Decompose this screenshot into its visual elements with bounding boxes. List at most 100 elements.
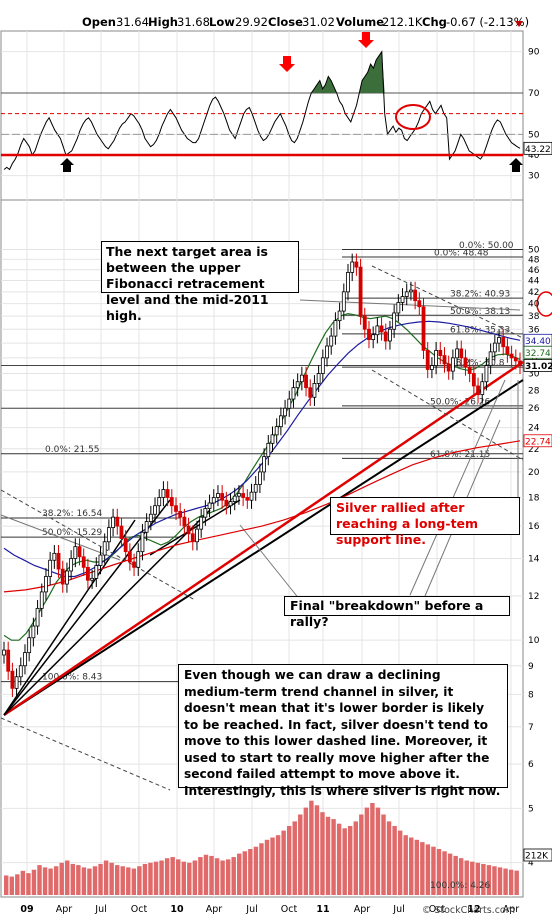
volume-bar <box>120 866 125 895</box>
volume-bar <box>314 805 320 895</box>
candle-body <box>463 357 468 368</box>
bottom-dashed-line <box>0 717 171 791</box>
candle-body <box>333 320 338 337</box>
candle-body <box>392 312 397 330</box>
candle-body <box>31 625 36 639</box>
y-tick-label: 40 <box>528 300 540 310</box>
candle-body <box>509 353 514 359</box>
fib-level-label: 61.8%: 21.15 <box>430 450 490 460</box>
volume-bar <box>409 837 414 895</box>
volume-bar <box>503 868 508 895</box>
candle-body <box>295 381 300 389</box>
y-tick-label: 30 <box>528 370 540 380</box>
candle-body <box>421 306 426 351</box>
x-tick-label: Jul <box>245 904 257 915</box>
x-tick-label: Apr <box>56 904 73 915</box>
candle-body <box>56 552 61 570</box>
candle-body <box>115 516 120 527</box>
volume-bar <box>15 874 20 895</box>
candle-body <box>73 546 78 559</box>
volume-bar <box>220 860 225 895</box>
black-up-arrow-icon <box>60 158 74 172</box>
volume-bar <box>264 839 270 895</box>
candle-body <box>484 365 489 383</box>
candle-body <box>148 513 153 522</box>
candle-body <box>94 565 99 579</box>
candle-body <box>77 546 82 558</box>
volume-bar <box>214 858 220 895</box>
candle-body <box>488 351 493 366</box>
candle-body <box>241 493 246 498</box>
x-tick-label: Oct <box>429 904 446 915</box>
trend-line <box>3 509 211 716</box>
y-tick-label: 42 <box>528 288 539 298</box>
volume-bar <box>275 835 281 895</box>
y-tick-label: 9 <box>528 662 534 672</box>
rsi-tick-label: 30 <box>528 172 540 182</box>
candle-body <box>497 337 501 344</box>
volume-bar <box>403 835 408 895</box>
value-tag <box>523 141 552 155</box>
candle-body <box>287 398 292 409</box>
candle-body <box>467 366 472 374</box>
volume-bar <box>248 849 253 895</box>
volume-bar <box>486 865 492 895</box>
candle-body <box>232 495 237 502</box>
x-tick-label: 11 <box>316 904 329 915</box>
y-tick-label: 38 <box>528 312 540 322</box>
volume-bar <box>26 873 31 895</box>
candle-body <box>312 383 317 398</box>
value-tag-label: 22.74 <box>525 437 551 447</box>
volume-bar <box>348 826 353 895</box>
y-tick-label: 36 <box>528 325 540 335</box>
candle-body <box>320 357 325 374</box>
chg-label: Chg <box>422 15 447 29</box>
volume-bar <box>320 812 325 895</box>
candle-body <box>383 331 388 342</box>
volume-bar <box>103 860 109 895</box>
volume-bar <box>481 863 486 895</box>
candle-body <box>245 497 250 501</box>
volume-bar <box>98 863 103 895</box>
high-label: High <box>148 15 178 29</box>
trend-line <box>149 499 241 556</box>
candle-body <box>388 328 392 342</box>
candle-body <box>350 261 355 273</box>
candle-body <box>211 497 216 504</box>
volume-bar <box>153 861 159 895</box>
x-tick-label: Apr <box>503 904 520 915</box>
volume-bar <box>425 844 431 895</box>
candle-body <box>123 538 128 553</box>
volume-bar <box>76 865 81 895</box>
chg-value: -0.67 (-2.13%) <box>446 15 529 29</box>
candle-body <box>140 531 145 553</box>
y-tick-label: 4 <box>528 859 534 869</box>
candle-body <box>35 607 40 627</box>
volume-bar <box>436 849 442 895</box>
volume-bar <box>142 863 148 895</box>
volume-bar <box>70 863 76 895</box>
volume-bar <box>126 867 131 895</box>
x-tick-label: Jul <box>94 904 106 915</box>
volume-bar <box>447 853 453 895</box>
volume-bar <box>475 862 481 895</box>
candle-body <box>492 342 497 353</box>
y-tick-label: 44 <box>528 277 540 287</box>
candle-body <box>119 525 124 539</box>
candle-body <box>132 561 136 568</box>
volume-bar <box>65 860 70 895</box>
candle-body <box>371 334 376 340</box>
volume-bar <box>370 803 375 895</box>
candle-body <box>165 489 170 498</box>
candle-body <box>174 505 178 512</box>
value-tag <box>523 345 552 359</box>
y-tick-label: 6 <box>528 760 534 770</box>
volume-bar <box>148 862 153 895</box>
volume-bar <box>458 858 464 895</box>
value-tag <box>523 358 552 372</box>
volume-bar <box>442 851 447 895</box>
close-label: Close <box>268 15 303 29</box>
candle-body <box>471 373 476 387</box>
volume-bar <box>336 823 342 895</box>
candle-body <box>157 497 162 507</box>
